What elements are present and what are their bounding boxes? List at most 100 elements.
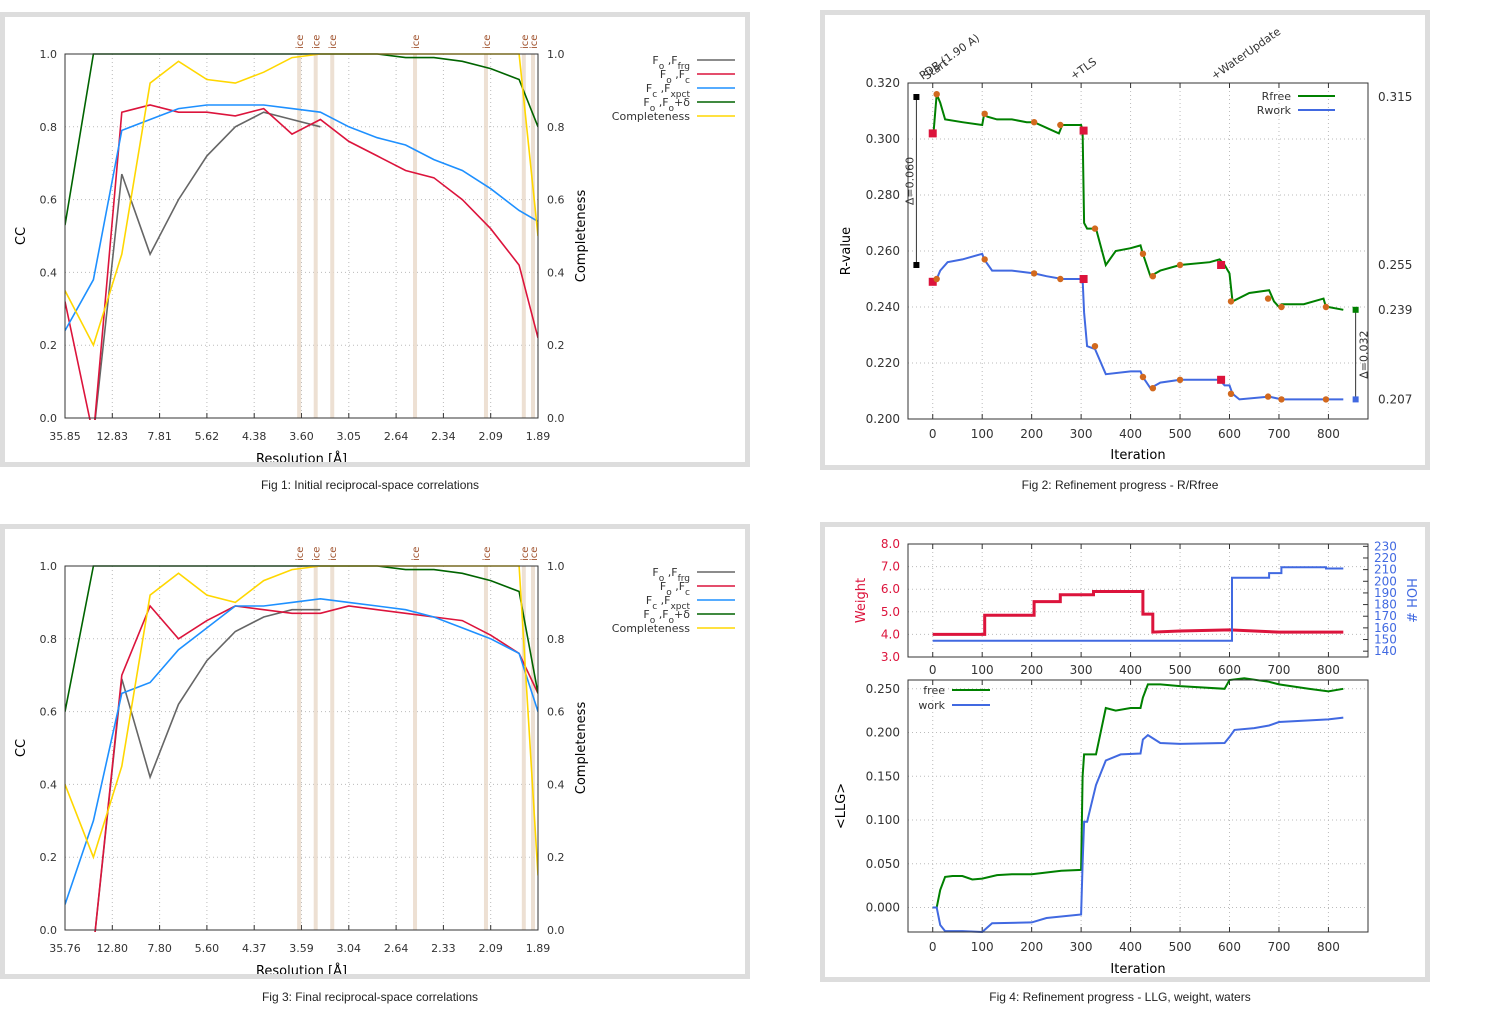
legend-label-fo_fc: Fo ,Fc <box>660 580 690 598</box>
weight-tick-label: 5.0 <box>881 605 900 619</box>
hoh-tick-label: 220 <box>1374 551 1397 565</box>
legend-label-fo_fo_delta: Fo ,Fo+δ <box>643 96 690 114</box>
series-line-fo_fc <box>94 604 538 932</box>
delta-marker <box>913 94 920 100</box>
x-tick-label: 0 <box>929 940 937 954</box>
figure-3-panel: 35.76 12.80 7.80 5.60 4.37 3.59 3.04 2.64 2.33 2.… <box>0 524 750 979</box>
y2-tick-label: 0.4 <box>547 266 565 279</box>
series-line-hoh <box>932 566 1344 642</box>
ice-band <box>483 566 488 930</box>
y-tick-label: 0.8 <box>40 633 58 646</box>
y-tick-label: 1.0 <box>40 560 58 573</box>
legend-label-llg_free: free <box>923 684 945 697</box>
x-tick-label: 600 <box>1218 940 1241 954</box>
dot-marker <box>1322 303 1330 311</box>
x-tick-label: 3.60 <box>289 430 314 443</box>
ice-band <box>313 54 318 418</box>
dot-marker <box>1227 390 1235 397</box>
x-tick-label: 300 <box>1070 663 1093 677</box>
dot-marker <box>1149 273 1157 280</box>
x-tick-label: 600 <box>1218 663 1241 677</box>
weight-axis-label: Weight <box>854 578 869 623</box>
ice-band <box>297 54 302 418</box>
hoh-tick-label: 230 <box>1374 539 1397 553</box>
hoh-tick-label: 170 <box>1374 609 1397 623</box>
y-tick-label: 0.280 <box>866 188 900 202</box>
dot-marker <box>981 110 988 118</box>
ice-band <box>413 566 418 930</box>
y-tick-label: 0.150 <box>866 769 900 783</box>
square-marker <box>1217 261 1226 269</box>
x-tick-label: 3.59 <box>289 942 314 955</box>
square-marker <box>928 277 937 286</box>
hoh-axis-label: HOH # <box>1403 578 1418 623</box>
dot-marker <box>1139 250 1147 257</box>
x-tick-label: 2.64 <box>384 942 409 955</box>
ice-label: ice <box>482 35 493 49</box>
ice-band <box>330 54 335 418</box>
ice-band <box>531 566 535 930</box>
series-line-fo_fc <box>65 104 538 420</box>
fig4-llg-chart: 0 100 200 300 400 500 600 700 800 3.0 4.0 5.0 6.0 7.0… <box>834 537 1418 977</box>
plot-frame <box>907 82 1369 420</box>
ice-label: ice <box>482 547 493 561</box>
dot-marker <box>1139 373 1147 381</box>
y-tick-label: 0.0 <box>40 412 58 425</box>
x-tick-label: 600 <box>1218 427 1241 441</box>
ice-label: ice <box>520 547 531 561</box>
square-marker <box>928 129 937 138</box>
ice-label: ice <box>520 35 531 49</box>
hoh-tick-label: 190 <box>1374 586 1397 600</box>
y-tick-label: 0.300 <box>866 132 900 146</box>
dot-marker <box>1227 298 1235 305</box>
series-line-fc_fxpct <box>65 104 538 331</box>
plot-frame <box>64 565 539 931</box>
legend-label-fo_fo_delta: Fo ,Fo+δ <box>643 608 690 626</box>
y-axis-label: R-value <box>839 227 854 275</box>
ice-band <box>483 54 488 418</box>
fig2-rvalue-chart: 0 100 200 300 400 500 600 700 800 0.200 0.220 0.240… <box>839 25 1412 463</box>
y2-axis-label: Completeness <box>574 190 589 283</box>
legend-label-fo_fc: Fo ,Fc <box>660 68 690 86</box>
figure-4-caption: Fig 4: Refinement progress - LLG, weight… <box>989 990 1251 1004</box>
x-tick-label: 35.76 <box>49 942 81 955</box>
ice-label: ice <box>411 35 422 49</box>
y2-tick-label: 0.4 <box>547 778 565 791</box>
figure-1-panel: 35.85 12.83 7.81 5.62 4.38 3.60 3.05 2.64 2.34 2.… <box>0 12 750 467</box>
delta-label-right: Δ=0.032 <box>1358 330 1371 378</box>
square-marker <box>1079 126 1088 135</box>
y-tick-label: 0.4 <box>40 778 58 791</box>
hoh-tick-label: 210 <box>1374 563 1397 577</box>
y2-value-label: 0.255 <box>1378 258 1412 272</box>
legend-label-fc_fxpct: Fc ,Fxpct <box>646 82 691 100</box>
dot-marker <box>1030 119 1038 126</box>
ice-band <box>413 54 418 418</box>
series-line-rfree <box>931 93 1344 311</box>
ice-label: ice <box>411 547 422 561</box>
ice-band <box>330 566 335 930</box>
ice-band <box>521 54 526 418</box>
dot-marker <box>1149 385 1157 392</box>
y2-tick-label: 0.8 <box>547 121 565 134</box>
x-tick-label: 5.60 <box>195 942 220 955</box>
figure-3-caption: Fig 3: Final reciprocal-space correlatio… <box>261 990 479 1004</box>
square-marker <box>1217 375 1226 384</box>
figure-4-panel: 0 100 200 300 400 500 600 700 800 3.0 4.0 5.0 6.0 7.0… <box>820 522 1430 982</box>
legend-label-rwork: Rwork <box>1257 104 1292 117</box>
x-tick-label: 400 <box>1119 663 1142 677</box>
delta-marker-rfree <box>1352 306 1359 313</box>
hoh-tick-label: 150 <box>1374 633 1397 647</box>
hoh-tick-label: 200 <box>1374 574 1397 588</box>
x-tick-label: 800 <box>1317 940 1340 954</box>
legend-label-fo_ffrg: Fo ,Ffrg <box>652 54 690 72</box>
stage-annotation: +TLS <box>1068 55 1099 82</box>
y-tick-label: 0.6 <box>40 194 58 207</box>
plot-frame-top <box>907 543 1369 658</box>
x-tick-label: 300 <box>1070 427 1093 441</box>
series-line-rwork <box>932 252 1344 401</box>
x-axis-label: Iteration <box>1110 448 1165 463</box>
x-tick-label: 4.38 <box>242 430 267 443</box>
x-tick-label: 5.62 <box>195 430 220 443</box>
figure-2-caption: Fig 2: Refinement progress - R/Rfree <box>1021 478 1219 492</box>
y-tick-label: 0.260 <box>866 244 900 258</box>
